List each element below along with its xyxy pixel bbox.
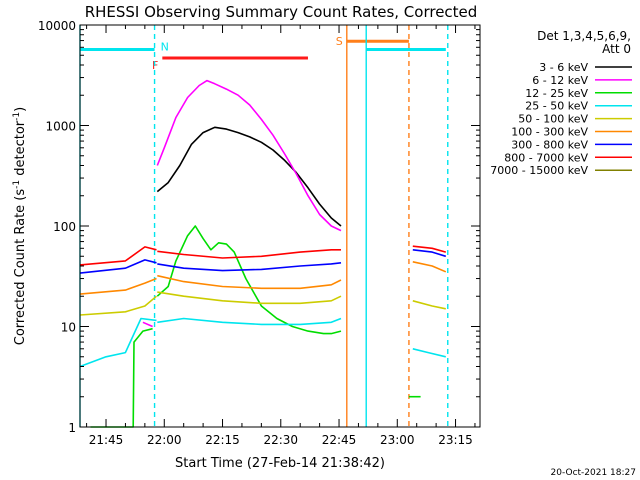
series-line (156, 126, 342, 227)
mode-change-lines (79, 25, 449, 427)
flag-label-S: S (336, 35, 343, 48)
x-tick-label: 23:00 (380, 433, 415, 447)
series-line (157, 262, 342, 272)
y-label-text-1: Corrected Count Rate (s (13, 189, 28, 346)
x-tick-label: 22:15 (205, 433, 240, 447)
flag-label-N: N (161, 41, 169, 54)
legend-label: 12 - 25 keV (525, 87, 588, 100)
y-label-text-3: ) (13, 107, 28, 112)
series-line (412, 249, 447, 258)
legend-label: 25 - 50 keV (525, 100, 588, 113)
series-line (412, 348, 446, 358)
series-line (90, 327, 153, 428)
legend-label: 3 - 6 keV (539, 61, 588, 74)
y-label-text-2: detector (13, 120, 28, 180)
y-label-sup-1: -1 (12, 180, 22, 189)
series-line (412, 261, 447, 273)
axis-ticks: 21:45 22:00 22:15 22:30 22:45 23:00 23:15 1 10 10… (38, 19, 480, 447)
x-tick-label: 22:00 (147, 433, 182, 447)
count-rate-series (79, 79, 447, 428)
x-tick-label: 22:45 (322, 433, 357, 447)
series-line (157, 317, 342, 326)
x-tick-label: 23:15 (438, 433, 473, 447)
footer-date: 20-Oct-2021 18:27 (551, 468, 636, 478)
x-axis-label: Start Time (27-Feb-14 21:38:42) (175, 456, 385, 471)
series-line (157, 274, 342, 290)
plot-frame (79, 24, 481, 428)
legend-label: 100 - 300 keV (511, 126, 588, 139)
legend-label: 300 - 800 keV (511, 138, 588, 151)
legend-header-line-2: Att 0 (602, 42, 631, 56)
series-line (79, 246, 157, 266)
y-tick-label: 1000 (45, 120, 76, 134)
chart-title: RHESSI Observing Summary Count Rates, Co… (85, 3, 478, 21)
legend-label: 7000 - 15000 keV (490, 164, 588, 177)
series-line (156, 79, 342, 232)
y-tick-label: 100 (53, 220, 76, 234)
series-line (79, 317, 157, 368)
legend-label: 50 - 100 keV (518, 113, 588, 126)
series-line (412, 300, 446, 310)
series-line (79, 277, 157, 295)
legend-header-line-1: Det 1,3,4,5,6,9, (537, 29, 631, 43)
flag-bars: NFS (80, 35, 446, 72)
legend-label: 800 - 7000 keV (504, 151, 588, 164)
series-line (142, 321, 153, 328)
x-tick-label: 21:45 (89, 433, 124, 447)
y-tick-label: 10000 (38, 19, 76, 33)
y-tick-label: 10 (61, 321, 76, 335)
series-line (157, 249, 341, 259)
y-tick-label: 1 (68, 421, 76, 435)
series-line (157, 291, 342, 305)
y-axis-label: Corrected Count Rate (s-1 detector-1) (12, 107, 28, 345)
series-line (79, 295, 158, 316)
series-line (156, 225, 342, 335)
series-line (79, 259, 157, 274)
legend-label: 6 - 12 keV (532, 74, 588, 87)
series-line (412, 245, 447, 253)
y-label-sup-2: -1 (12, 112, 22, 121)
x-tick-label: 22:30 (263, 433, 298, 447)
